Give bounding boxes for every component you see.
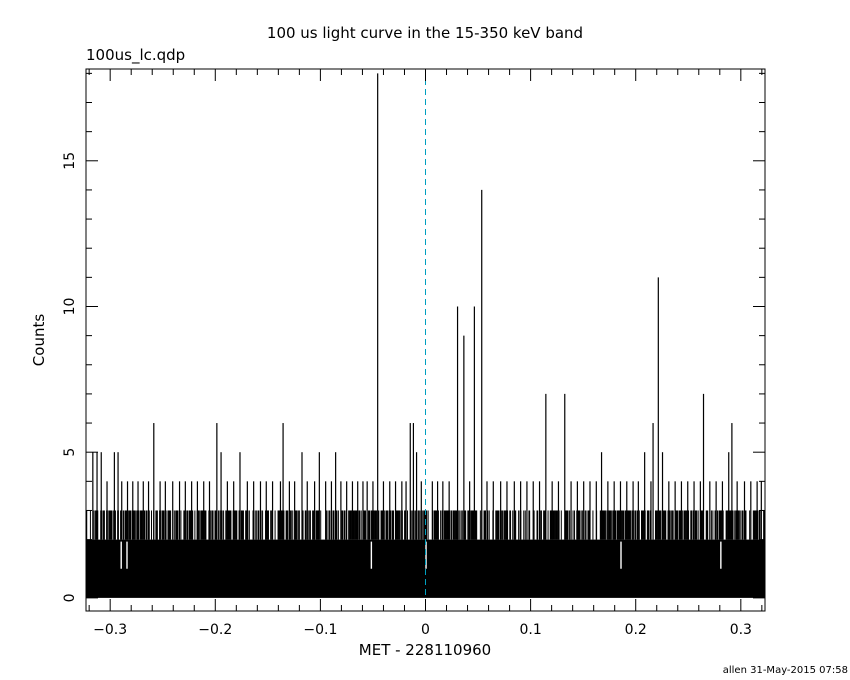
x-axis-label: MET - 228110960	[359, 641, 491, 659]
x-tick-label: 0.2	[625, 622, 647, 638]
y-axis-label: Counts	[30, 314, 48, 367]
x-tick-label: 0	[421, 622, 430, 638]
x-tick-label: −0.3	[93, 622, 127, 638]
x-tick-label: −0.2	[198, 622, 232, 638]
y-tick-label: 5	[62, 448, 78, 457]
chart-filename: 100us_lc.qdp	[86, 46, 185, 65]
chart-title: 100 us light curve in the 15-350 keV ban…	[267, 24, 583, 42]
axis-ticks	[86, 69, 765, 611]
x-tick-label: 0.1	[519, 622, 541, 638]
y-tick-label: 15	[62, 152, 78, 170]
x-tick-labels: −0.3 −0.2 −0.1 0 0.1 0.2 0.3	[93, 622, 752, 638]
x-tick-label: −0.1	[303, 622, 337, 638]
y-tick-label: 0	[62, 593, 78, 602]
footer-credit: allen 31-May-2015 07:58	[723, 665, 848, 676]
y-tick-label: 10	[62, 298, 78, 316]
x-tick-label: 0.3	[730, 622, 752, 638]
y-tick-labels: 0 5 10 15	[62, 152, 78, 602]
